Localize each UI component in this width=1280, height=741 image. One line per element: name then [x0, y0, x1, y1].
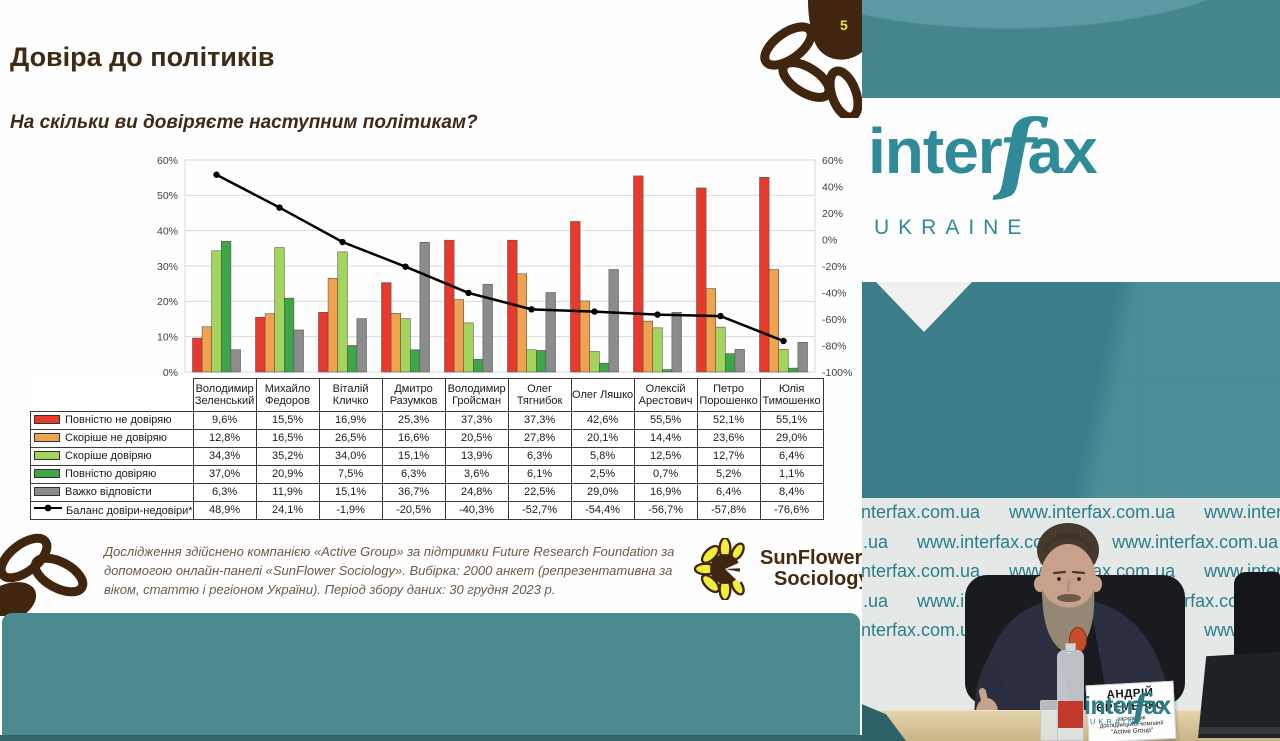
methodology-footnote: Дослідження здійснено компанією «Active …	[104, 544, 675, 597]
slide-subtitle: На скільки ви довіряєте наступним політи…	[10, 112, 478, 133]
sunflower-logo-text: SunFlower Sociology	[760, 548, 862, 590]
flower-decoration-top-right-icon	[760, 0, 862, 118]
sunflower-logo-line2: Sociology	[774, 568, 862, 590]
slide-title: Довіра до політиків	[10, 42, 275, 72]
svg-text:-60%: -60%	[822, 314, 847, 326]
svg-text:0%: 0%	[163, 367, 178, 379]
svg-text:60%: 60%	[822, 155, 843, 167]
interfax-logo-subtitle: UKRAINE	[874, 216, 1031, 239]
presentation-slide: Довіра до політиків На скільки ви довіря…	[0, 0, 862, 741]
interfax-logo-panel: interfax UKRAINE	[862, 98, 1280, 282]
interfax-logo-swash-f: f	[997, 100, 1036, 204]
interfax-watermark: interfax UKRAINE	[1084, 687, 1171, 727]
svg-text:20%: 20%	[157, 296, 178, 308]
sunflower-sociology-logo: SunFlower Sociology	[694, 538, 862, 600]
video-top-band	[862, 0, 1280, 98]
laptop	[1198, 652, 1280, 738]
svg-text:10%: 10%	[157, 331, 178, 343]
svg-text:40%: 40%	[157, 225, 178, 237]
svg-text:20%: 20%	[822, 208, 843, 220]
interfax-logo-part1: inter	[868, 115, 1003, 187]
trust-chart: 0% 10% 20% 30% 40% 50% 60% 60% 40% 20% 0% -20% -40% -…	[157, 155, 852, 379]
svg-text:50%: 50%	[157, 190, 178, 202]
bottle-label	[1058, 701, 1083, 728]
page-number: 5	[840, 17, 848, 33]
logo-panel-notch	[876, 282, 972, 332]
svg-text:30%: 30%	[157, 261, 178, 273]
sunflower-logo-line1: SunFlower	[760, 547, 862, 569]
data-table: Володимир Зеленський Михайло Федоров Вітал…	[30, 378, 824, 520]
svg-text:-100%: -100%	[822, 367, 852, 379]
slide-bottom-band	[2, 613, 860, 735]
watermark-swash-f: f	[1132, 687, 1148, 727]
backdrop-url-row: www.interfax.com.ua www.interfax.com.ua …	[862, 502, 1280, 522]
svg-text:-80%: -80%	[822, 340, 847, 352]
bottle-cap	[1065, 643, 1076, 652]
svg-text:0%: 0%	[822, 234, 837, 246]
interfax-logo-part2: ax	[1027, 115, 1098, 187]
watermark-subtitle: UKRAINE	[1090, 717, 1145, 726]
water-bottle	[1057, 643, 1084, 741]
svg-text:-40%: -40%	[822, 287, 847, 299]
video-mid-band	[862, 282, 1280, 498]
svg-text:40%: 40%	[822, 181, 843, 193]
video-feed: interfax UKRAINE www.interfax.com.ua www…	[862, 0, 1280, 741]
svg-text:-20%: -20%	[822, 261, 847, 273]
sunflower-icon	[694, 538, 746, 600]
interfax-logo: interfax	[868, 108, 1098, 196]
flower-decoration-bottom-left-icon	[0, 533, 88, 616]
slide-bottom-edge	[0, 735, 862, 741]
svg-text:60%: 60%	[157, 155, 178, 167]
